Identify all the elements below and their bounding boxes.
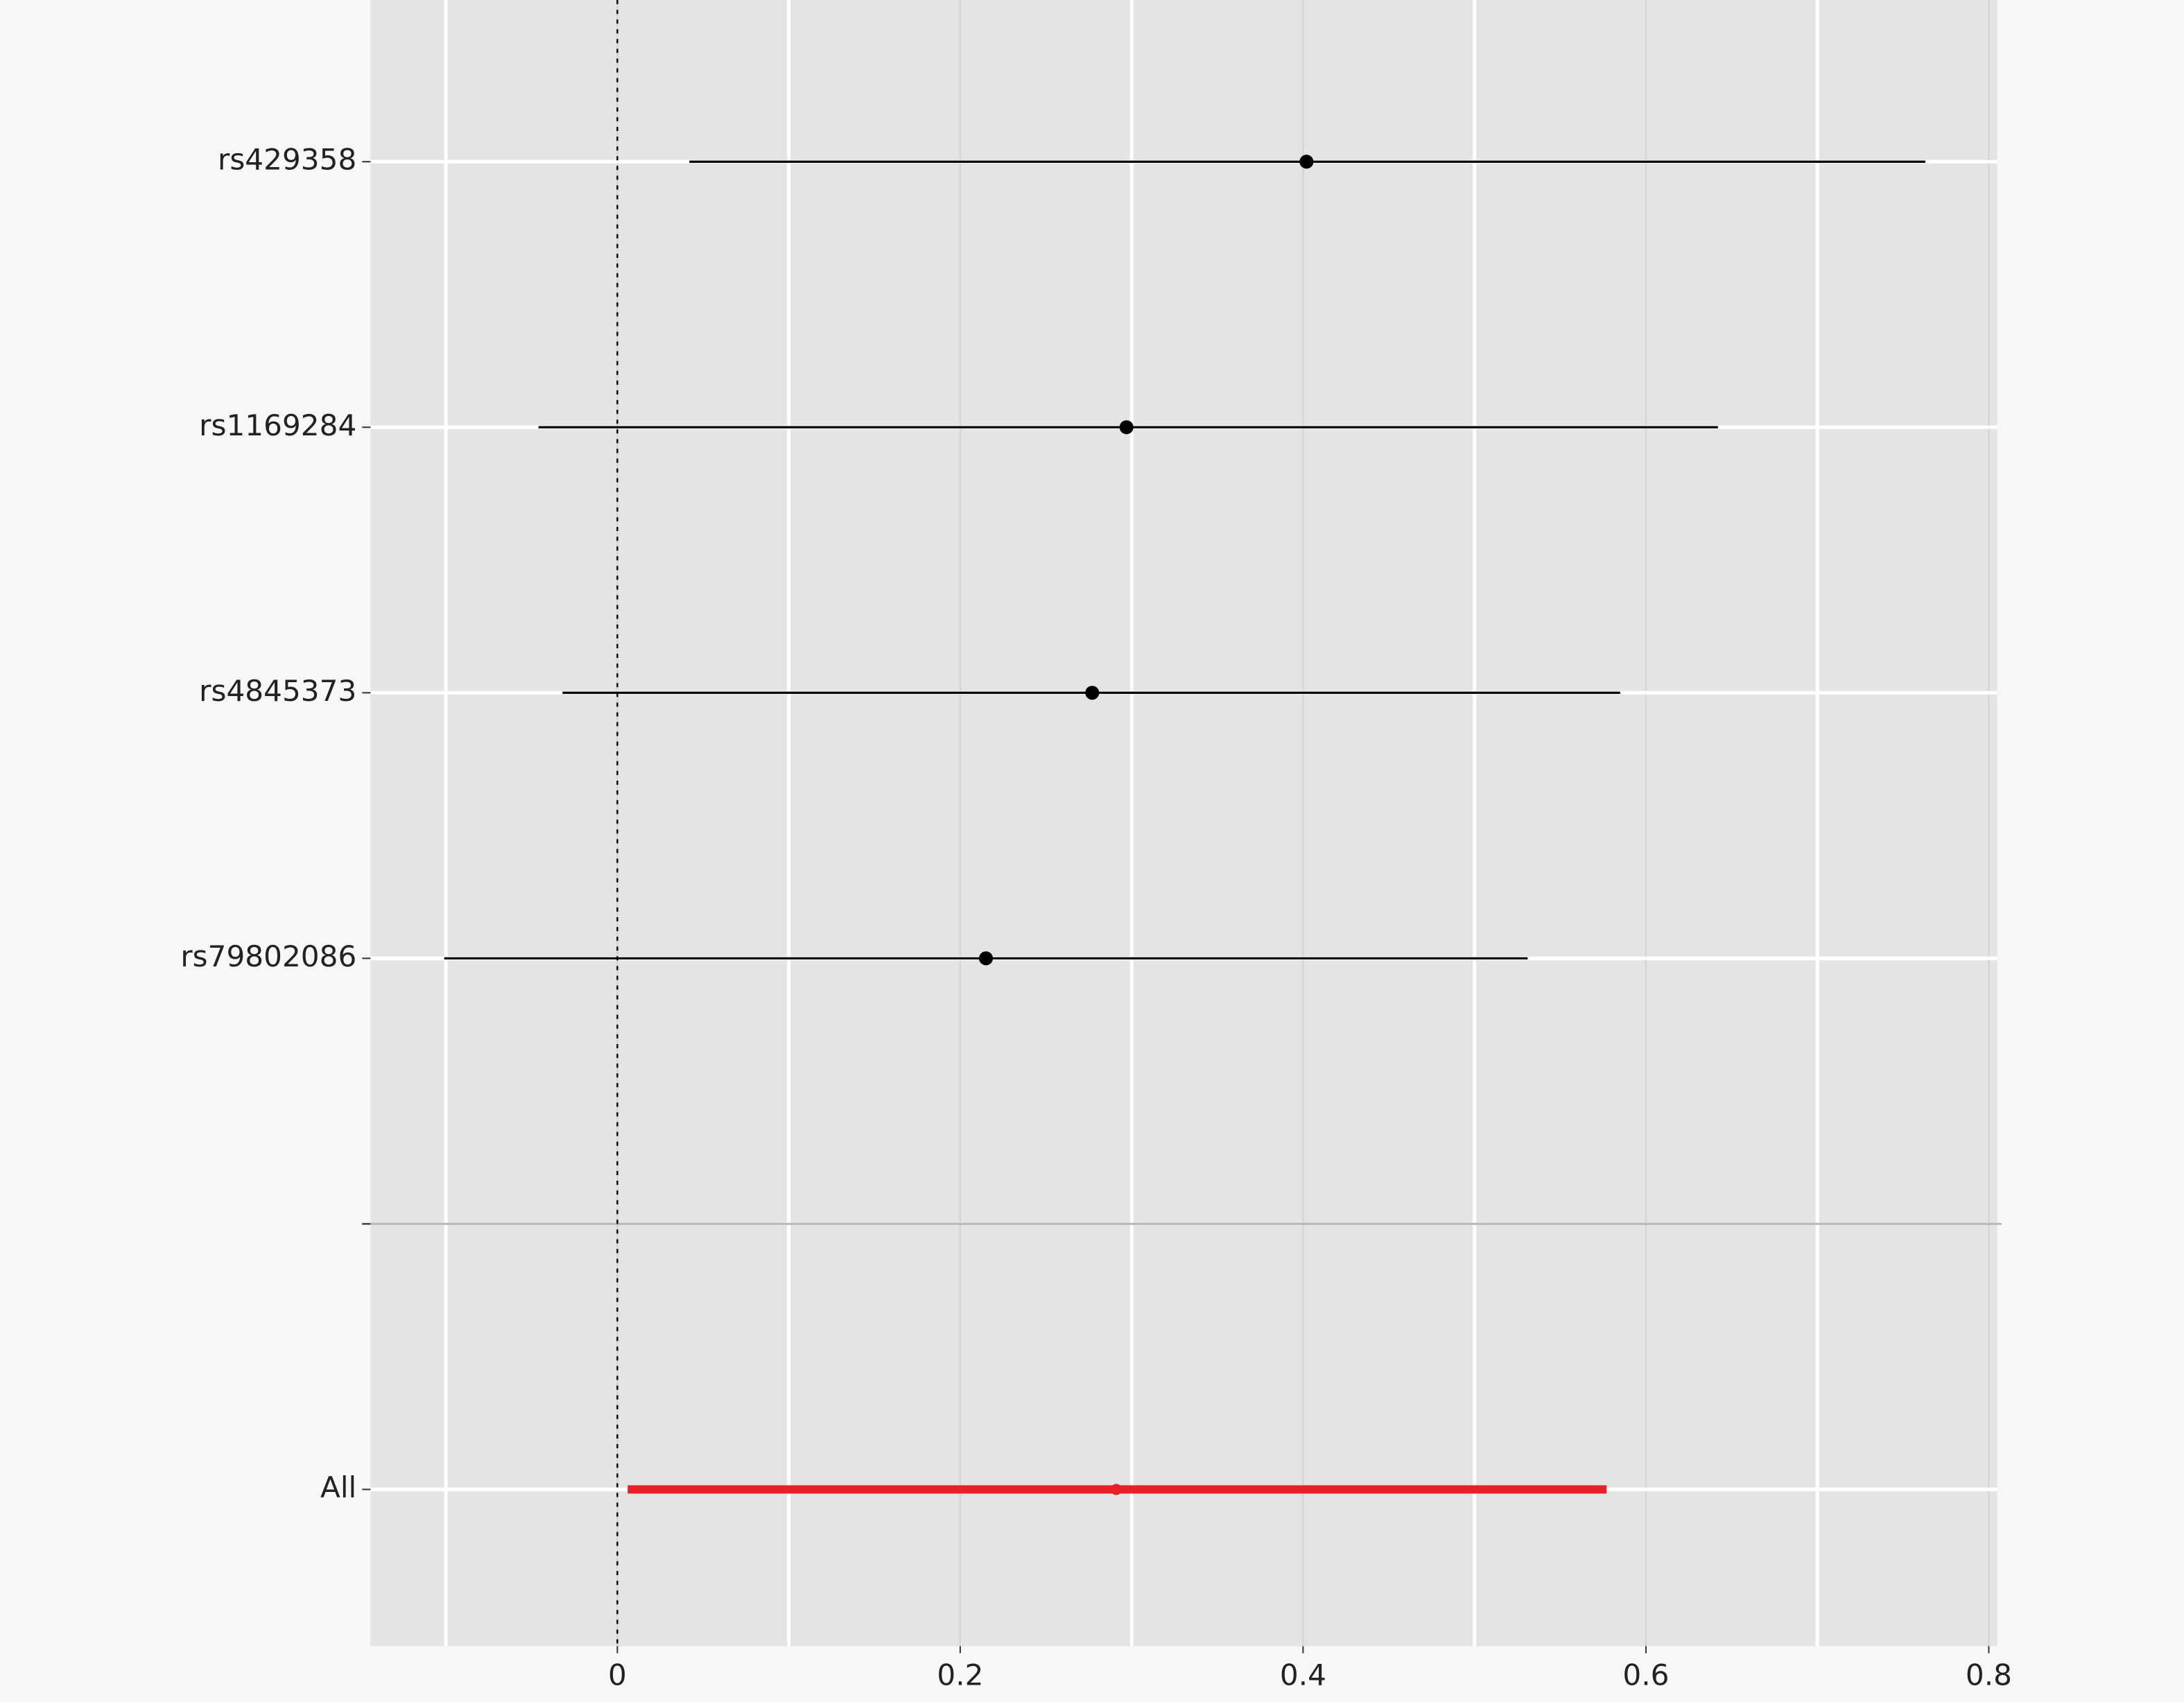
point-estimate (1119, 420, 1134, 435)
y-tick-label: rs79802086 (180, 939, 356, 973)
y-tick-label: rs4845373 (199, 674, 356, 708)
y-tick-label: All (320, 1470, 356, 1504)
point-estimate (978, 951, 994, 966)
x-tick-label: 0.4 (1280, 1658, 1326, 1692)
point-estimate (1299, 155, 1314, 169)
x-tick-label: 0 (608, 1658, 627, 1692)
point-estimate (1085, 686, 1100, 700)
y-tick-label: rs429358 (218, 143, 356, 177)
x-tick-label: 0.6 (1622, 1658, 1669, 1692)
y-tick-label: rs1169284 (199, 408, 356, 442)
panel (370, 0, 1997, 1647)
x-tick-label: 0.2 (937, 1658, 983, 1692)
x-tick-label: 0.8 (1966, 1658, 2012, 1692)
point-estimate (1110, 1484, 1122, 1495)
